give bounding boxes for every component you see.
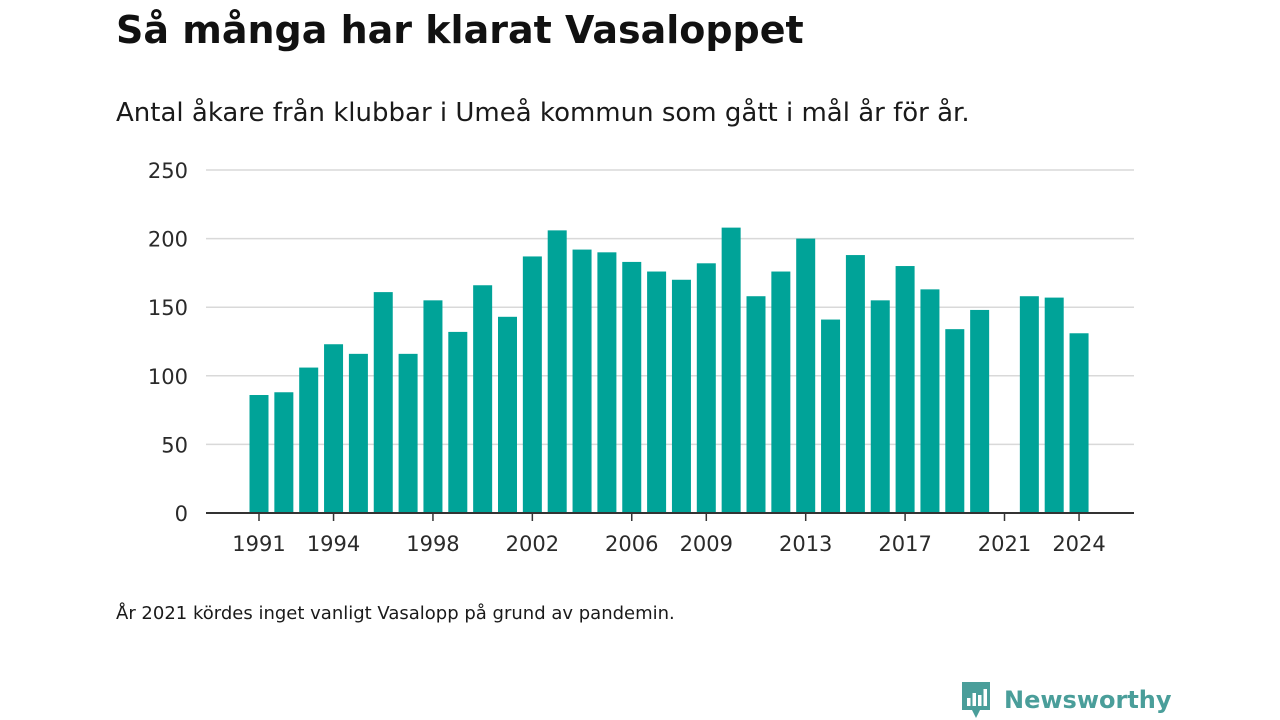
bar-2007 (647, 271, 667, 513)
bar-2015 (845, 255, 865, 513)
chart-title: Så många har klarat Vasaloppet (116, 8, 804, 52)
x-tick-label: 2009 (680, 532, 733, 556)
bar-2008 (671, 279, 691, 513)
bar-1992 (274, 392, 294, 513)
bar-1991 (249, 395, 269, 513)
bar-2002 (522, 256, 542, 513)
bar-2005 (597, 252, 617, 513)
bar-2006 (622, 261, 642, 513)
y-axis-ticks: 0 50 100 150 200 250 (148, 159, 188, 526)
y-tick-label: 150 (148, 296, 188, 320)
x-axis-ticks: 1991 1994 1998 2002 2006 2009 2013 2017 2021 2024 (232, 513, 1106, 556)
x-tick-label: 1994 (307, 532, 360, 556)
bar-1999 (448, 331, 468, 513)
bar-2014 (821, 319, 841, 513)
x-tick-label: 2006 (605, 532, 658, 556)
bar-1996 (373, 292, 393, 513)
bar-2003 (547, 230, 567, 513)
bar-2023 (1044, 297, 1064, 513)
y-tick-label: 250 (148, 159, 188, 183)
bar-2000 (473, 285, 493, 513)
x-tick-label: 1991 (232, 532, 285, 556)
bar-2012 (771, 271, 791, 513)
x-tick-label: 2013 (779, 532, 832, 556)
bar-2024 (1069, 333, 1089, 513)
bar-2017 (895, 266, 915, 513)
y-tick-label: 50 (161, 433, 188, 457)
y-tick-label: 200 (148, 228, 188, 252)
x-tick-label: 2002 (506, 532, 559, 556)
bar-chart: 0 50 100 150 200 250 1991 1994 1998 2002 2006 2009… (148, 159, 1134, 556)
bar-1993 (299, 367, 319, 513)
brand-name: Newsworthy (1004, 686, 1172, 714)
bar-2004 (572, 249, 592, 513)
grid-lines (206, 169, 1134, 446)
brand-logo: Newsworthy (960, 680, 1172, 720)
bar-2010 (721, 227, 741, 513)
y-tick-label: 100 (148, 365, 188, 389)
x-tick-label: 2021 (978, 532, 1031, 556)
x-tick-label: 1998 (406, 532, 459, 556)
bar-2011 (746, 296, 766, 513)
chart-subtitle: Antal åkare från klubbar i Umeå kommun s… (116, 98, 970, 128)
bar-2009 (696, 263, 716, 513)
bar-2020 (970, 309, 990, 513)
bar-2013 (796, 238, 816, 513)
bar-1995 (348, 353, 368, 513)
x-tick-label: 2024 (1052, 532, 1105, 556)
bar-2001 (498, 316, 517, 513)
x-tick-label: 2017 (878, 532, 931, 556)
bar-1998 (423, 300, 443, 513)
newsworthy-logo-icon (962, 682, 990, 718)
y-tick-label: 0 (175, 502, 188, 526)
bars (249, 227, 1089, 513)
bar-1997 (398, 353, 418, 513)
bar-2019 (945, 329, 965, 513)
bar-2016 (870, 300, 890, 513)
bar-2022 (1019, 296, 1039, 513)
footnote: År 2021 kördes inget vanligt Vasalopp på… (116, 603, 675, 624)
bar-2018 (920, 289, 940, 513)
bar-1994 (324, 344, 344, 513)
